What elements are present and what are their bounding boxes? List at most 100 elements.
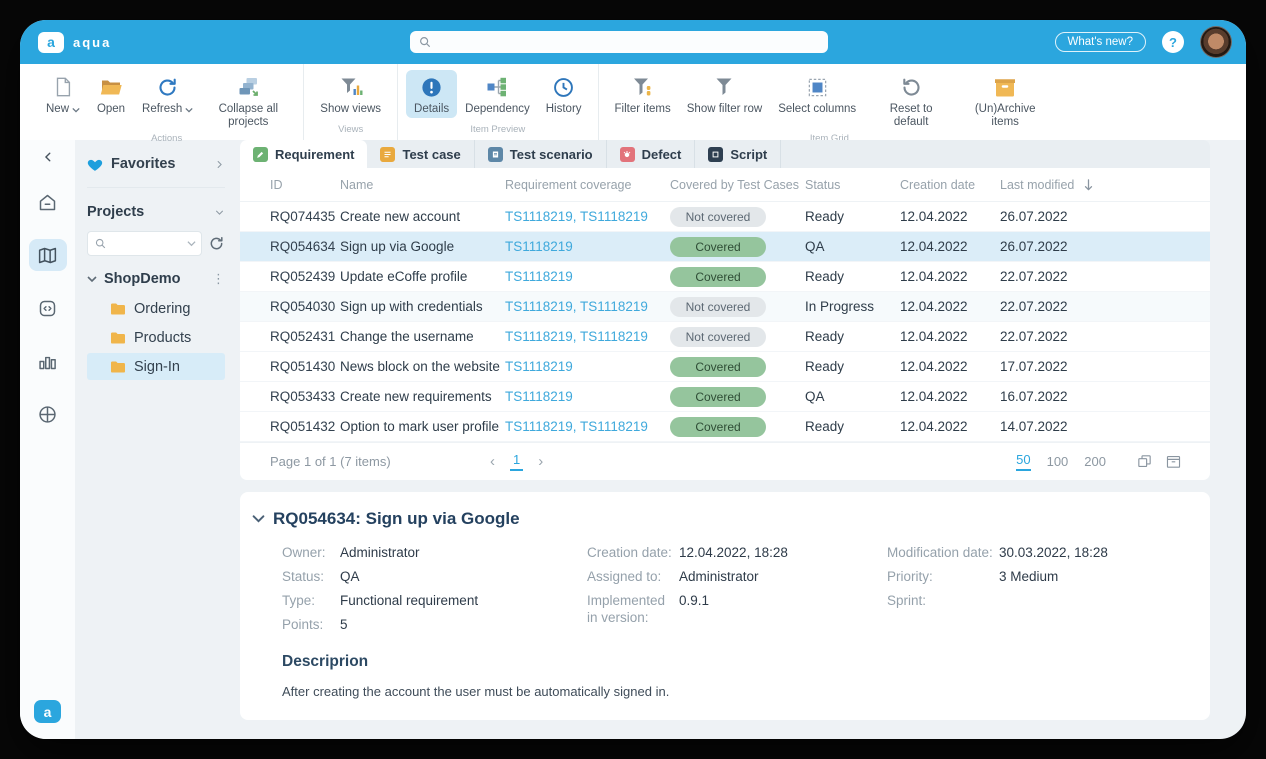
aqua-logo-small[interactable]: a [34,700,61,723]
covered-cell: Not covered [670,296,805,317]
tab-requirement[interactable]: Requirement [240,140,368,168]
covered-cell: Covered [670,266,805,287]
show-views-button[interactable]: Show views [312,70,389,118]
page-size-200[interactable]: 200 [1084,454,1106,469]
whats-new-button[interactable]: What's new? [1054,32,1146,52]
next-page-button[interactable]: › [538,453,544,470]
table-row[interactable]: RQ054634 Sign up via Google TS1118219 Cover… [240,232,1210,262]
toolbar-group-item-grid: Filter items Show filter row Select colu… [599,64,1061,144]
projects-header[interactable]: Projects [87,204,225,220]
nav-reports[interactable] [29,345,67,377]
row-created: 12.04.2022 [900,389,968,404]
refresh-button[interactable]: Refresh [134,70,201,118]
field-value: Administrator [340,545,420,560]
open-button[interactable]: Open [88,70,134,118]
page-size-100[interactable]: 100 [1046,454,1069,469]
detail-fields: Owner: Administrator Status: QA Type: Functio… [282,544,1190,633]
collapse-all-projects-button[interactable]: Collapse all projects [201,70,295,131]
logo-letter: a [43,703,52,720]
column-header-status[interactable]: Status [805,177,841,192]
tab-test-scenario[interactable]: Test scenario [475,140,607,168]
row-status: Ready [805,269,845,284]
table-row[interactable]: RQ051430 News block on the website TS11182… [240,352,1210,382]
column-header-modified[interactable]: Last modified [1000,178,1210,192]
page-size-options: 50 100 200 [1016,452,1106,471]
help-button[interactable]: ? [1162,31,1184,53]
table-row[interactable]: RQ051432 Option to mark user profile TS111… [240,412,1210,442]
table-row[interactable]: RQ074435 Create new account TS1118219, TS1… [240,202,1210,232]
field-label: Assigned to: [587,569,662,584]
coverage-links[interactable]: TS1118219, TS1118219 [505,329,648,344]
unarchive-items-button[interactable]: (Un)Archive items [958,70,1052,131]
coverage-links[interactable]: TS1118219 [505,359,573,374]
tree-item-folder[interactable]: Products [87,324,225,351]
collapse-sidebar-button[interactable] [41,150,55,164]
table-row[interactable]: RQ052439 Update eCoffe profile TS1118219 Co… [240,262,1210,292]
row-status: QA [805,389,825,404]
project-search-input[interactable] [88,232,201,255]
row-id: RQ052431 [270,329,336,344]
table-row[interactable]: RQ053433 Create new requirements TS1118219… [240,382,1210,412]
coverage-links[interactable]: TS1118219 [505,239,573,254]
nav-modules[interactable] [29,398,67,430]
brand-name: aqua [73,34,112,50]
detail-header[interactable]: RQ054634: Sign up via Google [252,509,1190,529]
requirement-table-body: RQ074435 Create new account TS1118219, TS1… [240,202,1210,442]
tab-defect[interactable]: Defect [607,140,696,168]
new-document-icon [52,74,74,100]
details-button[interactable]: Details [406,70,458,118]
logo-letter: a [47,34,55,50]
nav-code[interactable] [29,292,67,324]
dependency-button[interactable]: Dependency [457,70,538,118]
coverage-links[interactable]: TS1118219 [505,389,573,404]
coverage-links[interactable]: TS1118219, TS1118219 [505,419,648,434]
column-header-id[interactable]: ID [270,177,283,192]
tree-root-shopdemo[interactable]: ShopDemo ⋮ [87,269,225,289]
column-header-created[interactable]: Creation date [900,177,976,192]
tab-script[interactable]: Script [695,140,782,168]
refresh-tree-button[interactable] [208,235,225,252]
row-modified: 26.07.2022 [1000,209,1068,224]
page-size-50[interactable]: 50 [1016,452,1031,471]
column-header-name[interactable]: Name [340,177,374,192]
new-button[interactable]: New [38,70,88,118]
field-value [999,592,1190,609]
avatar[interactable] [1200,26,1232,58]
refresh-icon [156,74,179,100]
archive-box-icon[interactable] [1165,453,1182,470]
tab-test-case[interactable]: Test case [367,140,475,168]
tree-item-folder[interactable]: Ordering [87,295,225,322]
coverage-links[interactable]: TS1118219 [505,269,573,284]
global-search-input[interactable] [410,31,828,53]
topbar-right: What's new? ? [1054,26,1232,58]
coverage-links[interactable]: TS1118219, TS1118219 [505,209,648,224]
tree-item-folder[interactable]: Sign-In [87,353,225,380]
kebab-menu-icon[interactable]: ⋮ [212,271,225,286]
page-number[interactable]: 1 [510,452,524,471]
select-columns-button[interactable]: Select columns [770,70,864,118]
coverage-links[interactable]: TS1118219, TS1118219 [505,299,648,314]
favorites-section[interactable]: Favorites [87,156,225,172]
chevron-down-icon[interactable] [187,240,196,247]
copy-pages-icon[interactable] [1136,453,1153,470]
column-header-coverage[interactable]: Requirement coverage [505,177,632,192]
row-status: Ready [805,329,845,344]
item-detail-panel: RQ054634: Sign up via Google Owner: Admin… [240,492,1210,720]
archive-icon [993,74,1017,100]
home-icon [39,194,56,210]
row-status: Ready [805,419,845,434]
coverage-badge: Covered [670,386,766,407]
field-label: Modification date: [887,545,993,560]
select-columns-label: Select columns [778,103,857,115]
reset-to-default-button[interactable]: Reset to default [864,70,958,131]
column-header-covered[interactable]: Covered by Test Cases [670,177,799,192]
bar-chart-icon [39,356,56,369]
nav-home[interactable] [29,186,67,218]
history-button[interactable]: History [538,70,590,118]
table-row[interactable]: RQ052431 Change the username TS1118219, TS… [240,322,1210,352]
show-filter-row-button[interactable]: Show filter row [679,70,770,118]
filter-items-button[interactable]: Filter items [607,70,679,118]
table-row[interactable]: RQ054030 Sign up with credentials TS111821… [240,292,1210,322]
prev-page-button[interactable]: ‹ [490,453,495,470]
nav-map[interactable] [28,239,67,271]
